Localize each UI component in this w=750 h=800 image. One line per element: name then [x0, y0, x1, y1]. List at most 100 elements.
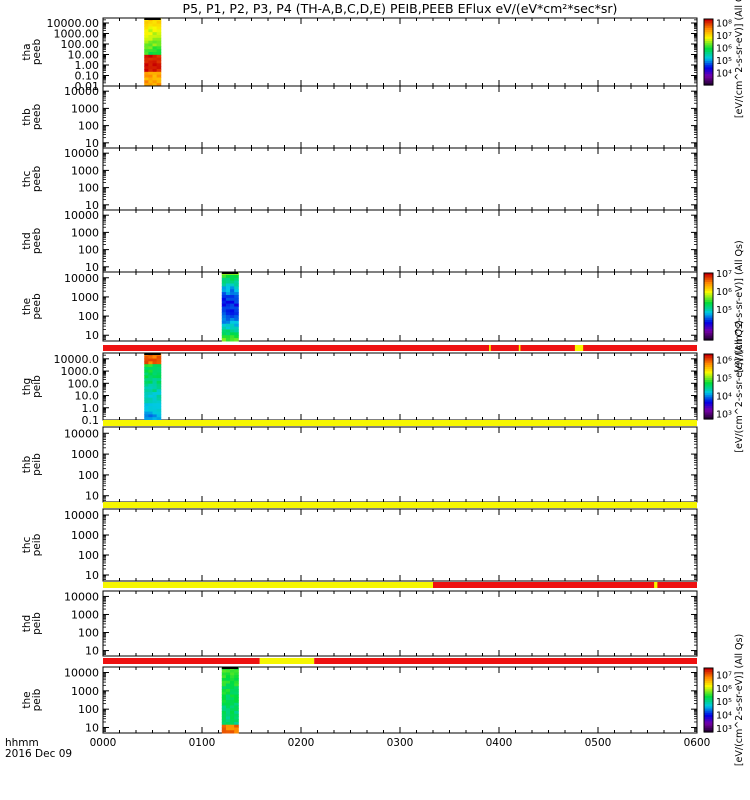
- spectrogram-cell: [221, 686, 227, 690]
- colorbar-cell: [704, 678, 713, 682]
- spectrogram-cell: [230, 694, 235, 698]
- colorbar-cell: [704, 410, 713, 414]
- spectrogram-cell: [234, 680, 239, 684]
- spectrogram-cell: [148, 57, 153, 61]
- spectrogram-cell: [230, 323, 235, 328]
- spectrogram-cell: [230, 315, 235, 319]
- spectrogram-cell: [148, 366, 153, 371]
- spectrogram-cell: [221, 722, 227, 726]
- colorbar-tick-label: 10³: [716, 410, 732, 421]
- spectrogram-cell: [225, 678, 231, 682]
- spectrogram-cell: [234, 338, 239, 342]
- spectrogram-cell: [152, 52, 158, 56]
- flag-bar: [103, 345, 697, 351]
- spectrogram-cell: [221, 669, 227, 673]
- spectrogram-cell: [221, 292, 227, 296]
- spectrogram-cell: [144, 52, 149, 56]
- spectrogram-cell: [144, 411, 149, 415]
- spectrogram-cell: [221, 335, 227, 339]
- colorbar-label: [eV/(cm^2-s-sr-eV)] (All Qs): [734, 320, 745, 452]
- spectrogram-cell: [156, 52, 162, 56]
- spectrogram-cell: [148, 389, 153, 393]
- spectrogram-cell: [148, 23, 153, 27]
- spectrogram-cell: [144, 60, 149, 64]
- spectrogram-cell: [234, 700, 239, 704]
- x-tick-label: 0400: [486, 737, 513, 749]
- spectrogram-cell: [230, 727, 235, 731]
- spectrogram-cell: [152, 35, 158, 39]
- flag-segment-red: [314, 658, 697, 664]
- flag-segment-red: [103, 345, 697, 351]
- colorbar-cell: [704, 672, 713, 675]
- spectrogram-cell: [225, 289, 231, 293]
- spectrogram-cell: [152, 364, 158, 368]
- spectrogram-cell: [156, 408, 162, 413]
- spectrogram-cell: [221, 683, 227, 687]
- panel-probe-label: the: [21, 691, 33, 708]
- panel-frame: [102, 352, 698, 421]
- spectrogram-cell: [230, 320, 235, 325]
- flag-bar: [103, 658, 697, 664]
- colorbar-cell: [704, 19, 713, 22]
- colorbar-cell: [704, 60, 713, 64]
- spectrogram-cell: [156, 57, 162, 61]
- spectrogram-cell: [234, 694, 239, 698]
- spectrogram-cell: [144, 375, 149, 379]
- colorbar-cell: [704, 306, 713, 310]
- spectrogram-cell: [230, 689, 235, 693]
- spectrogram-cell: [225, 730, 231, 734]
- spectrogram-cell: [225, 274, 231, 279]
- spectrogram-cell: [225, 675, 231, 679]
- colorbar-cell: [704, 293, 713, 296]
- spectrogram-cell: [144, 417, 149, 421]
- spectrogram-cell: [156, 54, 162, 59]
- spectrogram-cell: [225, 689, 231, 693]
- colorbar-cell: [704, 279, 713, 283]
- spectrogram-cell: [234, 669, 239, 673]
- spectrogram-cell: [148, 46, 153, 50]
- colorbar-cell: [704, 358, 713, 362]
- spectrogram-cell: [225, 716, 231, 720]
- spectrogram-cell: [230, 691, 235, 695]
- spectrogram-cell: [225, 292, 231, 296]
- spectrogram-cell: [234, 329, 239, 333]
- colorbar-cell: [704, 310, 713, 314]
- colorbar-label: [eV/(cm^2-s-sr-eV)] (All Qs): [734, 240, 745, 372]
- colorbar-tick-label: 10⁷: [716, 670, 732, 681]
- spectrogram-cell: [148, 406, 153, 410]
- spectrogram-cell: [152, 400, 158, 404]
- spectrogram-cell: [148, 54, 153, 59]
- spectrogram-cell: [148, 60, 153, 64]
- spectrogram-cell: [221, 716, 227, 720]
- spectrogram-cell: [225, 332, 231, 336]
- spectrogram-cell: [234, 697, 239, 701]
- colorbar-cell: [704, 676, 713, 680]
- spectrogram-cell: [221, 274, 227, 279]
- spectrogram-cell: [152, 394, 158, 399]
- spectrogram-cell: [144, 408, 149, 413]
- colorbar-cell: [704, 380, 713, 383]
- spectrogram-cell: [221, 315, 227, 319]
- colorbar-cell: [704, 333, 713, 337]
- y-tick-label: 1.0: [82, 402, 100, 415]
- spectrogram-cell: [234, 722, 239, 726]
- spectrogram-cell: [152, 403, 158, 407]
- colorbar-cell: [704, 78, 713, 82]
- spectrogram-cell: [144, 37, 149, 42]
- spectrogram-cell: [156, 49, 162, 53]
- y-tick-label: 1000: [71, 685, 99, 698]
- spectrogram-cell: [225, 297, 231, 302]
- colorbar-cell: [704, 49, 713, 53]
- spectrogram-cell: [148, 80, 153, 84]
- spectrogram-cell: [234, 280, 239, 284]
- flag-segment-yellow: [574, 345, 584, 351]
- spectrogram-cell: [156, 403, 162, 407]
- spectrogram-cell: [221, 691, 227, 695]
- spectrogram-cell: [148, 378, 153, 382]
- spectrogram-cell: [234, 678, 239, 682]
- spectrogram-cell: [152, 383, 158, 387]
- colorbar-cell: [704, 337, 713, 341]
- colorbar-cell: [704, 315, 713, 319]
